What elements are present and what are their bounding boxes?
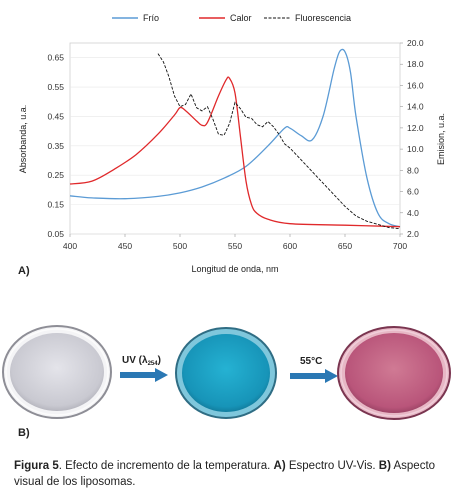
x-tick-label: 500 — [173, 241, 187, 251]
left-axis-ticks: 0.05 0.15 0.25 0.35 0.45 0.55 0.65 — [47, 53, 64, 239]
panel-label-b: B) — [18, 427, 30, 439]
arrow-heat-label: 55°C — [300, 356, 322, 367]
caption-text-2: Espectro UV-Vis. — [285, 460, 379, 472]
series-layer — [69, 48, 401, 230]
y-right-tick-label: 18.0 — [407, 59, 424, 69]
caption-part-a: A) — [273, 460, 286, 472]
x-tick-label: 600 — [283, 241, 297, 251]
legend-label-2: Fluorescencia — [295, 13, 351, 23]
y-axis-left-label: Absorbanda, u.a. — [18, 105, 28, 174]
y-left-tick-label: 0.35 — [47, 141, 64, 151]
arrow-heat: 55°C — [290, 356, 338, 383]
figure-caption: Figura 5. Efecto de incremento de la tem… — [14, 458, 454, 490]
x-tick-label: 650 — [338, 241, 352, 251]
y-left-tick-label: 0.65 — [47, 53, 64, 63]
panel-label-a: A) — [18, 265, 30, 277]
series-line-1 — [69, 76, 401, 228]
liposome-photos: UV (λ254) 55°C — [2, 325, 451, 420]
y-right-tick-label: 20.0 — [407, 38, 424, 48]
y-left-tick-label: 0.15 — [47, 200, 64, 210]
y-right-tick-label: 8.0 — [407, 165, 419, 175]
arrow-uv-label: UV (λ254) — [122, 355, 161, 367]
arrow-uv: UV (λ254) — [120, 355, 168, 382]
caption-part-b: B) — [378, 460, 391, 472]
y-right-tick-label: 12.0 — [407, 123, 424, 133]
legend-label-0: Frío — [143, 13, 159, 23]
y-right-tick-label: 10.0 — [407, 144, 424, 154]
x-tick-label: 550 — [228, 241, 242, 251]
y-left-tick-label: 0.55 — [47, 82, 64, 92]
caption-text-1: . Efecto de incremento de la temperatura… — [58, 460, 274, 472]
spectrum-chart: Frío Calor Fluorescencia 0.050.150.250.350… — [18, 13, 446, 274]
series-line-0 — [69, 48, 401, 228]
x-tick-label: 700 — [393, 241, 407, 251]
petri-dish-uv — [175, 327, 277, 419]
y-right-tick-label: 2.0 — [407, 229, 419, 239]
y-left-tick-label: 0.45 — [47, 111, 64, 121]
right-axis-ticks: 2.0 4.0 6.0 8.0 10.0 12.0 14.0 16.0 18.0 20.0 — [400, 38, 424, 239]
x-tick-label: 450 — [118, 241, 132, 251]
petri-dish-cold — [2, 325, 112, 419]
y-axis-right-label: Emision, u.a. — [436, 113, 446, 165]
y-left-tick-label: 0.25 — [47, 170, 64, 180]
y-left-tick-label: 0.05 — [47, 229, 64, 239]
y-right-tick-label: 4.0 — [407, 208, 419, 218]
gridlines — [70, 57, 400, 235]
y-right-tick-label: 14.0 — [407, 102, 424, 112]
caption-figure-label: Figura 5 — [14, 460, 59, 472]
x-tick-label: 400 — [63, 241, 77, 251]
y-right-tick-label: 16.0 — [407, 80, 424, 90]
x-axis-ticks: 400 450 500 550 600 650 700 — [63, 234, 407, 251]
caption-text-3: Aspecto visual de los liposomas. — [14, 460, 436, 488]
chart-legend: Frío Calor Fluorescencia — [112, 13, 351, 23]
y-right-tick-label: 6.0 — [407, 187, 419, 197]
legend-label-1: Calor — [230, 13, 252, 23]
series-line-2 — [157, 53, 401, 230]
x-axis-label: Longitud de onda, nm — [191, 264, 278, 274]
petri-dish-heat — [337, 326, 451, 420]
